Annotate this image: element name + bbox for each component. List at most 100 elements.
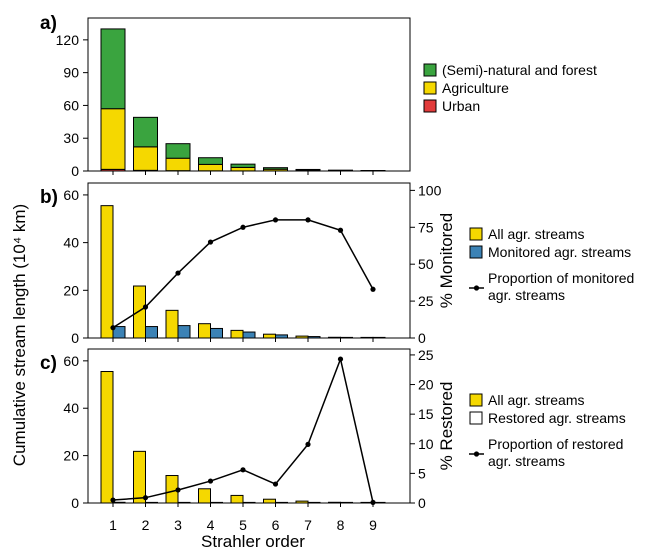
legend-swatch (469, 245, 483, 259)
y2-tick-label: 0 (418, 495, 426, 511)
bar-semi-natural-and-forest (263, 167, 288, 170)
y-tick-label: 0 (71, 495, 79, 511)
proportion-point (337, 227, 344, 233)
y2-tick-label: 25 (418, 347, 434, 363)
y-tick-label: 60 (63, 97, 79, 113)
proportion-point (370, 286, 376, 292)
y2-tick-label: 5 (418, 465, 426, 481)
y-tick-label: 0 (71, 163, 79, 179)
legend-label: Monitored agr. streams (488, 244, 631, 260)
y-tick-label: 60 (63, 187, 79, 203)
bar-restored-agr-streams (340, 501, 353, 504)
bar-all-agr-streams (328, 501, 341, 504)
bar-all-agr-streams (263, 333, 276, 339)
bar-monitored-agr-streams (242, 331, 256, 339)
bar-agriculture (230, 166, 256, 172)
y2-tick-label: 10 (418, 436, 434, 452)
y-tick-label: 0 (71, 330, 79, 346)
legend-label: Restored agr. streams (488, 410, 626, 426)
y-tick-label: 40 (63, 400, 79, 416)
legend-swatch (469, 411, 483, 425)
y2-tick-label: 25 (418, 293, 434, 309)
bar-all-agr-streams (295, 500, 309, 504)
bar-all-agr-streams (263, 498, 276, 504)
legend-label: All agr. streams (488, 226, 584, 242)
proportion-point (175, 487, 181, 493)
bar-semi-natural-and-forest (230, 163, 256, 168)
proportion-point (110, 497, 116, 503)
bar-all-agr-streams (133, 285, 146, 339)
y2-tick-label: 50 (418, 256, 434, 272)
proportion-line (112, 356, 374, 503)
y-tick-label: 30 (63, 130, 79, 146)
bar-restored-agr-streams (242, 501, 256, 504)
proportion-point (142, 495, 149, 501)
proportion-point (240, 467, 246, 473)
panel-label-1: a) (40, 13, 57, 34)
bar-restored-agr-streams (112, 501, 126, 504)
legend-label: Proportion of monitored (488, 270, 634, 286)
y2-tick-label: 20 (418, 377, 434, 393)
bar-semi-natural-and-forest (165, 143, 191, 159)
legend-swatch (423, 99, 437, 113)
y-tick-label: 120 (56, 32, 80, 48)
bar-monitored-agr-streams (177, 325, 191, 339)
legend-label: agr. streams (488, 287, 565, 303)
y2-tick-label: 100 (418, 182, 442, 198)
bar-monitored-agr-streams (145, 326, 158, 339)
bar-semi-natural-and-forest (198, 157, 223, 165)
y2-tick-label: 75 (418, 219, 434, 235)
bar-all-agr-streams (230, 494, 244, 504)
legend-swatch (423, 63, 437, 77)
x-tick-label: 8 (337, 517, 345, 533)
x-tick-label: 1 (109, 517, 117, 533)
y-tick-label: 20 (63, 448, 79, 464)
y2-axis-title: % Monitored (437, 213, 456, 308)
panel-label-2: b) (40, 187, 58, 208)
proportion-point (175, 270, 181, 276)
proportion-point (207, 478, 214, 484)
legend-line-point (473, 285, 480, 291)
bar-monitored-agr-streams (307, 336, 321, 339)
bar-agriculture (133, 146, 158, 171)
bar-monitored-agr-streams (210, 327, 223, 339)
bar-monitored-agr-streams (340, 336, 353, 339)
proportion-line (112, 219, 374, 329)
bar-all-agr-streams (360, 336, 374, 339)
y-tick-label: 90 (63, 65, 79, 81)
proportion-point (337, 356, 344, 362)
bar-all-agr-streams (230, 329, 244, 339)
legend-swatch (469, 393, 483, 407)
legend-label: agr. streams (488, 453, 565, 469)
bar-monitored-agr-streams (112, 326, 126, 339)
x-tick-label: 2 (142, 517, 150, 533)
bar-agriculture (198, 163, 223, 172)
legend-label: Urban (442, 98, 480, 114)
legend-swatch (423, 81, 437, 95)
bar-all-agr-streams (328, 336, 341, 339)
bar-monitored-agr-streams (275, 334, 288, 339)
legend-line-point (473, 451, 480, 457)
bar-agriculture (100, 108, 126, 170)
legend-label: Agriculture (442, 80, 509, 96)
legend-label: Proportion of restored (488, 436, 623, 452)
legend-swatch (469, 227, 483, 241)
bar-monitored-agr-streams (372, 336, 386, 339)
bar-semi-natural-and-forest (328, 169, 353, 172)
x-tick-label: 4 (207, 517, 215, 533)
proportion-point (110, 325, 116, 331)
proportion-point (272, 217, 279, 223)
bar-all-agr-streams (100, 371, 114, 504)
proportion-point (142, 304, 149, 310)
y2-tick-label: 0 (418, 330, 426, 346)
y-tick-label: 40 (63, 235, 79, 251)
y-tick-label: 20 (63, 282, 79, 298)
proportion-point (305, 217, 311, 223)
bar-all-agr-streams (198, 323, 211, 339)
x-tick-label: 9 (369, 517, 377, 533)
y-tick-label: 60 (63, 353, 79, 369)
x-tick-label: 6 (272, 517, 280, 533)
bar-all-agr-streams (295, 335, 309, 339)
bar-semi-natural-and-forest (133, 116, 158, 148)
proportion-point (207, 239, 214, 245)
